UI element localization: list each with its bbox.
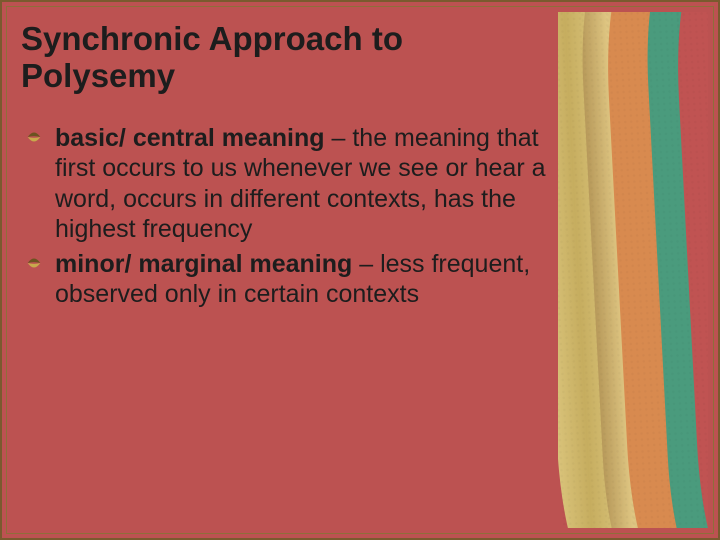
- bullet-list: basic/ central meaning – the meaning tha…: [21, 123, 553, 310]
- leaf-bullet-icon: [25, 128, 43, 146]
- term-text: basic/ central meaning: [55, 124, 325, 152]
- slide-inner-frame: Synchronic Approach to Polysemy basic/ c…: [6, 6, 714, 534]
- dash-text: –: [325, 124, 353, 152]
- term-text: minor/ marginal meaning: [55, 250, 352, 278]
- slide-outer-frame: Synchronic Approach to Polysemy basic/ c…: [0, 0, 720, 540]
- slide-title: Synchronic Approach to Polysemy: [21, 21, 553, 95]
- list-item: basic/ central meaning – the meaning tha…: [55, 123, 553, 245]
- dash-text: –: [352, 250, 380, 278]
- leaf-bullet-icon: [25, 254, 43, 272]
- decor-panel: [558, 12, 708, 528]
- content-area: Synchronic Approach to Polysemy basic/ c…: [17, 15, 557, 320]
- list-item: minor/ marginal meaning – less frequent,…: [55, 249, 553, 310]
